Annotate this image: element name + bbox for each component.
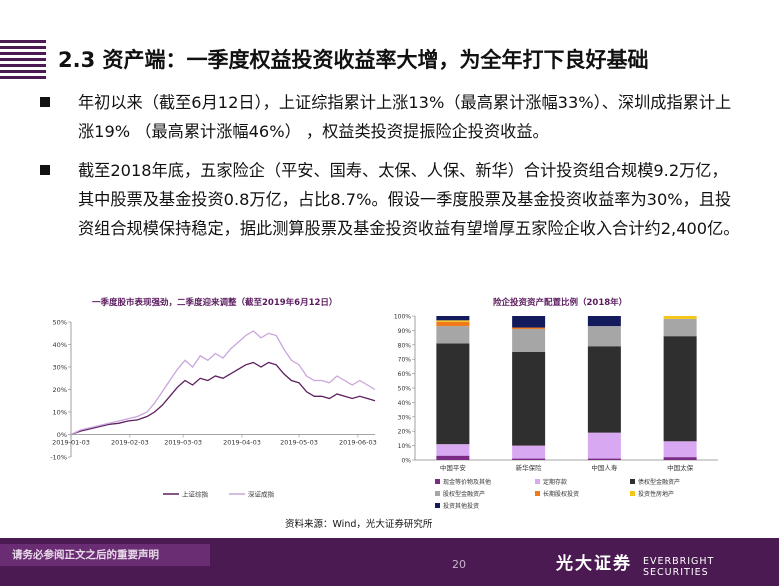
- bar-segment: [587, 432, 621, 459]
- bar-segment: [663, 318, 697, 337]
- footer-disclaimer-band: [0, 544, 210, 566]
- bar-segment: [436, 320, 470, 322]
- bar-segment: [436, 455, 470, 460]
- x-category-label: 中国人寿: [591, 463, 618, 472]
- bullet-2-text: 截至2018年底，五家险企（平安、国寿、太保、人保、新华）合计投资组合规模9.2…: [78, 161, 740, 238]
- x-tick-label: 2019-04-03: [223, 439, 261, 447]
- legend-swatch: [435, 491, 440, 496]
- bar-segment: [436, 321, 470, 327]
- bar-segment: [663, 441, 697, 458]
- series-line-2: [70, 330, 376, 436]
- y-tick-label: 10%: [398, 443, 412, 450]
- y-tick-label: 100%: [394, 314, 411, 321]
- legend-label: 投资性房地产: [638, 490, 674, 498]
- y-tick-label: 80%: [398, 342, 412, 349]
- x-category-label: 中国平安: [440, 463, 467, 472]
- legend-swatch: [630, 491, 635, 496]
- y-tick-label: 20%: [53, 386, 67, 394]
- bullet-2: 截至2018年底，五家险企（平安、国寿、太保、人保、新华）合计投资组合规模9.2…: [40, 156, 740, 243]
- bullet-square-icon: [40, 165, 50, 175]
- x-tick-label: 2019-03-03: [164, 439, 202, 447]
- legend-swatch: [535, 479, 540, 484]
- bullet-square-icon: [40, 97, 50, 107]
- bar-segment: [587, 326, 621, 347]
- bar-segment: [512, 352, 546, 446]
- bar-segment: [436, 444, 470, 456]
- y-tick-label: 60%: [398, 371, 412, 378]
- y-tick-label: -10%: [50, 454, 67, 462]
- bar-segment: [436, 316, 470, 321]
- legend-label: 债权型金融资产: [638, 478, 680, 486]
- legend-label: 投资其他投资: [443, 502, 479, 510]
- y-tick-label: 40%: [53, 341, 67, 349]
- footer-disclaimer[interactable]: 请务必参阅正文之后的重要声明: [12, 549, 159, 561]
- bar-segment: [436, 326, 470, 344]
- legend-swatch: [630, 479, 635, 484]
- legend-label: 定期存款: [543, 478, 567, 486]
- x-tick-label: 2019-06-03: [339, 439, 377, 447]
- bar-segment: [587, 458, 621, 460]
- bullet-1: 年初以来（截至6月12日），上证综指累计上涨13%（最高累计涨幅33%）、深圳成…: [40, 88, 740, 146]
- source-note: 资料来源：Wind，光大证券研究所: [285, 519, 433, 530]
- line-chart: -10% 0% 10% 20% 30% 40% 50% 2019-01-03 2019-02-0…: [50, 319, 377, 499]
- page-title: 2.3 资产端：一季度权益投资收益率大增，为全年打下良好基础: [58, 48, 649, 72]
- bar-segment: [663, 336, 697, 442]
- x-tick-label: 2019-01-03: [52, 439, 90, 447]
- brand-logo-en: EVERBRIGHT SECURITIES: [643, 556, 715, 578]
- brand-stripes: [0, 40, 46, 79]
- x-tick-label: 2019-05-03: [280, 439, 318, 447]
- y-tick-label: 30%: [398, 414, 412, 421]
- legend-swatch: [435, 503, 440, 508]
- legend-label: 深证成指: [248, 490, 275, 499]
- bar-segment: [512, 327, 546, 329]
- legend-swatch: [535, 491, 540, 496]
- bar-segment: [587, 346, 621, 433]
- legend-label: 现金等价物及其他: [443, 478, 491, 486]
- bar-segment: [512, 458, 546, 460]
- y-tick-label: 90%: [398, 328, 412, 335]
- y-tick-label: 20%: [398, 429, 412, 436]
- brand-logo-cn: 光大证券: [556, 554, 632, 574]
- bar-segment: [512, 445, 546, 459]
- y-tick-label: 0%: [57, 431, 67, 439]
- bar-segment: [512, 316, 546, 328]
- y-tick-label: 70%: [398, 357, 412, 364]
- legend-swatch: [435, 479, 440, 484]
- legend-label: 长期股权投资: [543, 490, 579, 498]
- x-category-label: 中国太保: [667, 463, 694, 472]
- bar-chart-title: 险企投资资产配置比例（2018年）: [493, 298, 628, 308]
- y-tick-label: 50%: [53, 319, 67, 327]
- series-line-1: [70, 361, 376, 436]
- legend-label: 股权型金融资产: [443, 490, 485, 498]
- bar-segment: [663, 316, 697, 319]
- x-category-label: 新华保险: [516, 463, 543, 472]
- bullet-1-text: 年初以来（截至6月12日），上证综指累计上涨13%（最高累计涨幅33%）、深圳成…: [78, 93, 732, 141]
- bar-segment: [663, 457, 697, 460]
- bar-segment: [512, 328, 546, 352]
- y-tick-label: 40%: [398, 400, 412, 407]
- y-tick-label: 30%: [53, 364, 67, 372]
- bar-segment: [587, 316, 621, 327]
- y-tick-label: 50%: [398, 386, 412, 393]
- x-tick-label: 2019-02-03: [111, 439, 149, 447]
- bar-segment: [436, 343, 470, 445]
- stacked-bar-chart: 0% 10% 20% 30% 40% 50% 60% 70% 80% 90% 100% 中国平安 新华保…: [394, 314, 718, 510]
- y-tick-label: 0%: [401, 458, 411, 465]
- page-number: 20: [452, 558, 466, 571]
- line-chart-title: 一季度股市表现强劲，二季度迎来调整（截至2019年6月12日）: [92, 298, 338, 308]
- y-tick-label: 10%: [53, 409, 67, 417]
- legend-label: 上证综指: [182, 490, 209, 499]
